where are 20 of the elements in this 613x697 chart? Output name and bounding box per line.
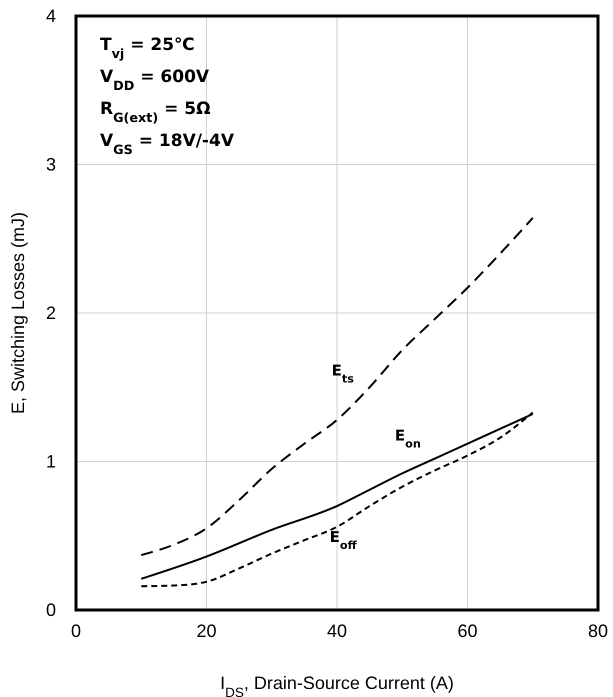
annotation: V$_{GS}$ = 18V/-4V <box>100 131 235 158</box>
x-axis-title: I$_{DS}$, Drain-Source Current (A) <box>220 673 454 697</box>
x-tick-label: 40 <box>326 621 348 641</box>
y-tick-label: 2 <box>46 303 56 323</box>
y-tick-label: 0 <box>46 600 56 620</box>
y-tick-label: 3 <box>46 154 56 174</box>
line-series <box>140 216 534 556</box>
x-tick-label: 60 <box>457 621 478 641</box>
annotation: T$_{vj}$ = 25℃ <box>100 35 195 62</box>
annotation: R$_{G(ext)}$ = 5Ω <box>100 99 211 126</box>
x-tick-label: 0 <box>70 621 82 641</box>
y-tick-label: 4 <box>46 6 56 26</box>
x-tick-label: 80 <box>588 621 608 641</box>
series-label: E$_{off}$ <box>330 528 358 552</box>
x-tick-label: 20 <box>196 621 217 641</box>
annotation: V$_{DD}$ = 600V <box>100 67 210 94</box>
y-axis-title: E, Switching Losses (mJ) <box>8 212 28 414</box>
y-tick-label: 1 <box>46 452 56 472</box>
series-label: E$_{on}$ <box>394 426 421 450</box>
series-label: E$_{ts}$ <box>332 361 354 385</box>
